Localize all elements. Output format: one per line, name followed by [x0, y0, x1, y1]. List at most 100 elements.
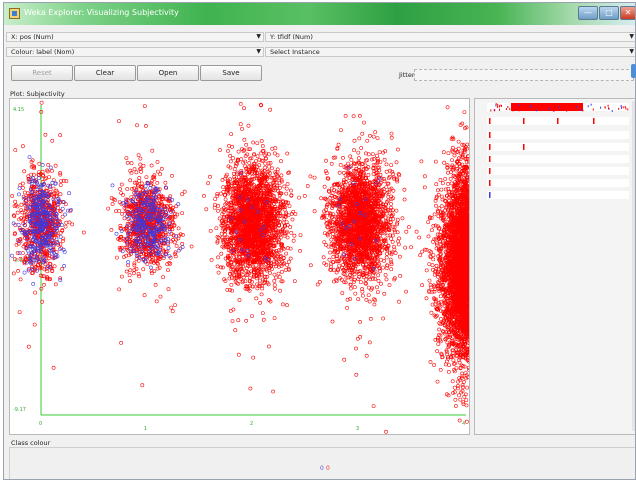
data-point-red [31, 172, 36, 177]
data-point-blue [20, 230, 25, 235]
data-point-blue [52, 250, 56, 255]
data-point-red [137, 176, 142, 180]
data-point-red [230, 288, 235, 293]
data-point-red [158, 232, 163, 237]
scatter-plot-panel[interactable]: 4.15 -0.8603 -9.17 0 1 2 3 4 [9, 98, 470, 435]
data-point-blue [48, 246, 53, 251]
data-point-red [45, 168, 50, 173]
data-point-blue [28, 220, 33, 225]
data-point-red [268, 161, 273, 165]
data-point-blue [25, 206, 30, 211]
data-point-blue [49, 231, 54, 236]
select-instance-select[interactable]: Select Instance ▼ [265, 47, 635, 57]
data-point-red [287, 259, 291, 264]
data-point-red [143, 123, 148, 128]
data-point-red [258, 300, 263, 305]
data-point-blue [47, 203, 52, 207]
data-point-red [126, 263, 131, 268]
data-point-blue [41, 196, 46, 201]
data-point-red [236, 318, 241, 323]
open-button[interactable]: Open [137, 65, 199, 81]
data-point-red [117, 119, 121, 124]
data-point-red [353, 291, 358, 296]
data-point-blue [35, 248, 40, 253]
data-point-red [173, 250, 178, 255]
data-point-red [352, 148, 356, 153]
data-point-red [272, 279, 277, 283]
clear-button[interactable]: Clear [74, 65, 136, 81]
data-point-red [279, 159, 283, 164]
data-point-blue [35, 246, 40, 251]
data-point-red [352, 279, 356, 284]
data-point-red [208, 174, 212, 179]
save-button[interactable]: Save [200, 65, 262, 81]
data-point-blue [22, 196, 27, 201]
data-point-red [115, 255, 119, 260]
data-point-blue [30, 244, 35, 249]
data-point-blue [27, 155, 32, 160]
data-point-blue [110, 183, 115, 188]
data-point-red [132, 261, 137, 266]
data-point-red [22, 190, 27, 195]
data-point-red [266, 344, 271, 349]
data-point-red [134, 267, 139, 271]
data-point-red [259, 139, 264, 143]
data-point-red [170, 174, 174, 178]
close-button[interactable]: ✕ [620, 6, 635, 20]
data-point-blue [50, 237, 54, 242]
data-point-red [270, 146, 275, 151]
data-point-red [158, 172, 163, 177]
data-point-red [34, 264, 39, 269]
data-point-red [244, 318, 249, 323]
data-point-blue [44, 239, 49, 244]
y-min-label: -9.17 [13, 407, 26, 413]
data-point-blue [61, 247, 66, 252]
data-point-red [214, 226, 219, 231]
data-point-red [228, 308, 233, 313]
x-axis-select[interactable]: X: pos (Num) ▼ [6, 32, 264, 42]
data-point-blue [40, 228, 44, 233]
data-point-blue [10, 253, 14, 258]
data-point-blue [45, 265, 50, 270]
data-point-red [328, 250, 333, 255]
data-point-red [170, 205, 175, 210]
scatter-plot[interactable]: 4.15 -0.8603 -9.17 0 1 2 3 4 [10, 99, 470, 435]
data-point-red [139, 184, 144, 189]
data-point-red [43, 252, 47, 256]
reset-button[interactable]: Reset [11, 65, 73, 81]
data-point-red [285, 235, 290, 240]
data-point-blue [43, 209, 48, 214]
data-point-blue [32, 216, 37, 221]
data-point-blue [54, 237, 59, 242]
data-point-red [272, 283, 277, 288]
data-point-red [58, 133, 63, 138]
data-point-red [132, 271, 136, 276]
data-point-blue [119, 229, 124, 233]
data-point-red [233, 328, 238, 333]
data-point-red [68, 209, 73, 213]
data-point-red [18, 239, 23, 244]
maximize-button[interactable]: □ [599, 6, 619, 20]
colour-select[interactable]: Colour: label (Nom) ▼ [6, 47, 264, 57]
data-point-blue [53, 181, 58, 186]
data-point-red [286, 171, 291, 175]
data-point-red [173, 303, 177, 308]
data-point-red [216, 208, 220, 213]
minimize-button[interactable]: — [578, 6, 598, 20]
data-point-red [209, 257, 214, 262]
data-point-red [149, 259, 154, 264]
data-point-blue [44, 223, 49, 228]
jitter-slider[interactable] [414, 69, 634, 81]
data-point-red [150, 179, 154, 183]
data-point-blue [25, 248, 30, 253]
y-axis-select[interactable]: Y: tfidf (Num) ▼ [265, 32, 635, 42]
data-point-blue [32, 198, 37, 202]
data-point-blue [16, 239, 21, 244]
data-point-blue [28, 229, 33, 234]
data-point-blue [32, 230, 37, 235]
data-point-red [261, 317, 266, 322]
data-point-red [157, 265, 162, 270]
data-point-red [298, 248, 303, 253]
weka-explorer-window: Weka Explorer: Visualizing Subjectivity … [3, 2, 636, 480]
data-point-red [38, 171, 43, 176]
